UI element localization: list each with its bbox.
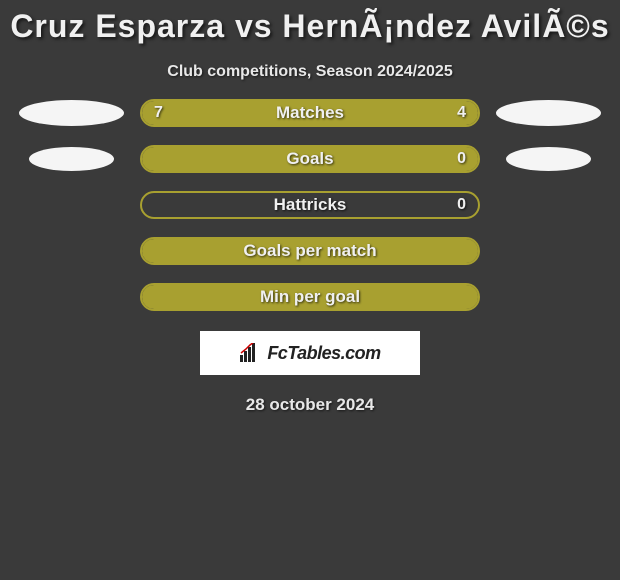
stat-bar: Goals 0 <box>140 145 480 173</box>
stat-label: Goals <box>286 149 333 169</box>
stat-value-right: 0 <box>457 196 466 214</box>
player-avatar-right <box>506 147 591 171</box>
stat-value-right: 4 <box>457 104 466 122</box>
stat-value-right: 0 <box>457 150 466 168</box>
stat-label: Matches <box>276 103 344 123</box>
stat-label: Min per goal <box>260 287 360 307</box>
stat-row: Min per goal <box>0 283 620 311</box>
comparison-title: Cruz Esparza vs HernÃ¡ndez AvilÃ©s <box>10 8 609 45</box>
stat-value-left: 7 <box>154 104 163 122</box>
player-avatar-left <box>29 147 114 171</box>
stat-label: Goals per match <box>243 241 376 261</box>
bar-chart-icon <box>239 343 261 363</box>
comparison-date: 28 october 2024 <box>246 395 375 415</box>
stat-bar: Hattricks 0 <box>140 191 480 219</box>
stat-row: Goals 0 <box>0 145 620 173</box>
brand-text: FcTables.com <box>267 343 380 364</box>
stats-list: Matches 7 4 Goals 0 Hattricks 0 Goals per match… <box>0 81 620 311</box>
player-avatar-right <box>496 100 601 126</box>
player-avatar-left <box>19 100 124 126</box>
stat-row: Matches 7 4 <box>0 99 620 127</box>
brand-box[interactable]: FcTables.com <box>200 331 420 375</box>
stat-row: Goals per match <box>0 237 620 265</box>
comparison-container: Cruz Esparza vs HernÃ¡ndez AvilÃ©s Club … <box>0 0 620 415</box>
comparison-subtitle: Club competitions, Season 2024/2025 <box>167 63 452 81</box>
stat-bar: Min per goal <box>140 283 480 311</box>
stat-row: Hattricks 0 <box>0 191 620 219</box>
stat-bar: Goals per match <box>140 237 480 265</box>
stat-label: Hattricks <box>274 195 347 215</box>
stat-bar: Matches 7 4 <box>140 99 480 127</box>
